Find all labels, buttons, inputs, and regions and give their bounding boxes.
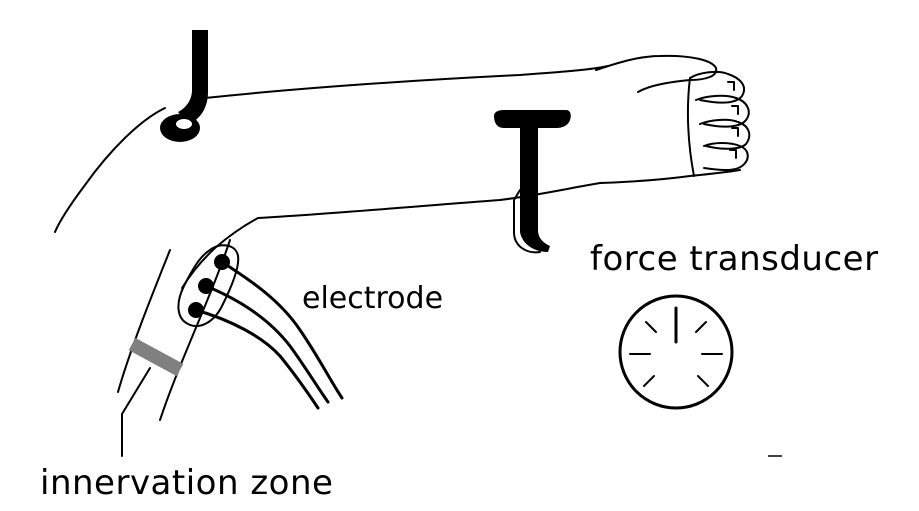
electrode-wires [194, 260, 344, 410]
electrode-label: electrode [302, 281, 443, 316]
force-transducer-bar [494, 110, 571, 254]
hand [595, 54, 751, 184]
elbow-support [160, 30, 208, 142]
force-gauge-dial [618, 294, 734, 410]
innervation-zone-label: innervation zone [40, 463, 333, 503]
force-transducer-label: force transducer [590, 239, 879, 279]
innervation-zone-marker [121, 337, 184, 457]
forearm [204, 65, 609, 219]
